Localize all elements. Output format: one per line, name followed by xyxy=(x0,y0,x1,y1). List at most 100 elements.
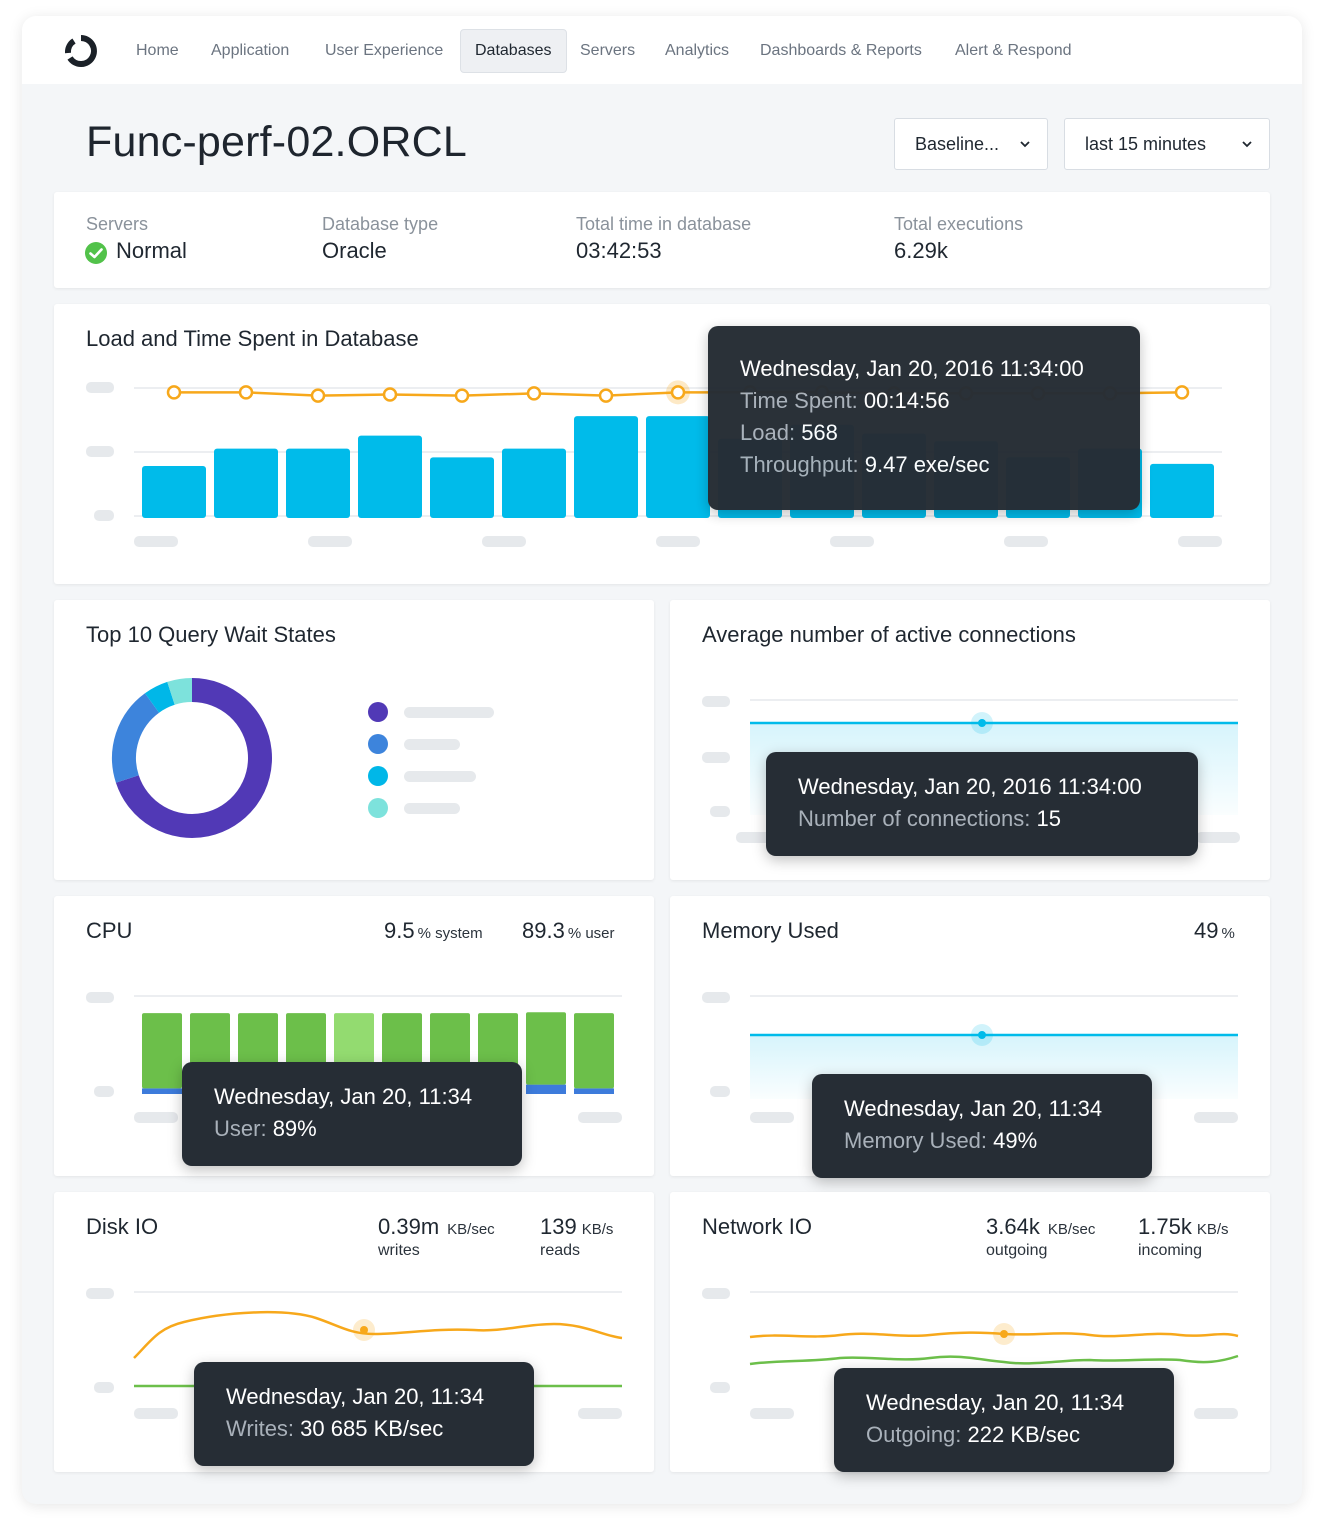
load-chart-title: Load and Time Spent in Database xyxy=(86,326,419,351)
cpu-tooltip: Wednesday, Jan 20, 11:34 User: 89% xyxy=(182,1062,522,1166)
tooltip-key: Outgoing: xyxy=(866,1422,962,1447)
nav-alert-respond[interactable]: Alert & Respond xyxy=(955,42,1072,59)
tooltip-date: Wednesday, Jan 20, 11:34 xyxy=(844,1096,1103,1121)
y-tick-placeholder xyxy=(86,382,114,393)
stat-unit: KB/sec xyxy=(447,1221,495,1238)
wait-states-card: Top 10 Query Wait States xyxy=(54,600,654,880)
db-type-label: Database type xyxy=(322,214,439,234)
x-tick-placeholder xyxy=(308,536,352,547)
cpu-title: CPU xyxy=(86,918,133,943)
tooltip-date: Wednesday, Jan 20, 2016 11:34:00 xyxy=(798,774,1142,799)
total-time-value: 03:42:53 xyxy=(576,238,662,263)
nav-application[interactable]: Application xyxy=(211,42,290,59)
time-range-select[interactable]: last 15 minutes xyxy=(1064,118,1270,170)
x-tick-placeholder xyxy=(578,1408,622,1419)
memory-title: Memory Used xyxy=(702,918,839,943)
y-tick-placeholder xyxy=(86,992,114,1003)
nav-servers[interactable]: Servers xyxy=(580,42,636,59)
tooltip-value: 15 xyxy=(1036,806,1061,831)
incoming-line xyxy=(749,1354,1239,1366)
x-tick-placeholder xyxy=(1004,536,1048,547)
x-tick-placeholder xyxy=(1194,1112,1238,1123)
app-window: Home Application User Experience Databas… xyxy=(22,16,1302,1504)
y-tick-placeholder xyxy=(710,1382,730,1393)
total-time-label: Total time in database xyxy=(576,214,752,234)
connections-card: Average number of active connections Wed… xyxy=(670,600,1270,880)
check-circle-icon xyxy=(85,242,107,264)
y-tick-placeholder xyxy=(702,696,730,707)
nav-analytics[interactable]: Analytics xyxy=(665,42,730,59)
stat-number: 3.64k xyxy=(986,1214,1040,1239)
x-tick-placeholder xyxy=(134,536,178,547)
legend-label-placeholder xyxy=(404,803,460,814)
tooltip-load: Load: 568 xyxy=(740,420,838,446)
tooltip-connections: Number of connections: 15 xyxy=(798,806,1061,832)
baseline-select-value: Baseline... xyxy=(915,134,1000,154)
legend-label-placeholder xyxy=(404,739,460,750)
y-tick-placeholder xyxy=(710,806,730,817)
legend-dot xyxy=(368,798,388,818)
disk-io-card: Disk IO 0.39m KB/sec writes 139 KB/s reads… xyxy=(54,1192,654,1472)
cpu-card: CPU 9.5% system 89.3% user Wednesday, Ja… xyxy=(54,896,654,1176)
summary-card: Servers Normal Database type Oracle Tota… xyxy=(54,192,1270,288)
executions-value: 6.29k xyxy=(894,238,948,263)
stat-unit: KB/s xyxy=(581,1221,614,1238)
tooltip-value: 49% xyxy=(993,1128,1038,1153)
logo-icon[interactable] xyxy=(64,34,98,68)
legend-label-placeholder xyxy=(404,707,494,718)
donut-slice xyxy=(112,693,160,783)
tooltip-value: 222 KB/sec xyxy=(967,1422,1081,1447)
stat-unit: KB/s xyxy=(1196,1221,1229,1238)
tooltip-key: User: xyxy=(214,1116,267,1141)
stat-number: 139 xyxy=(540,1214,577,1239)
tooltip-key: Memory Used: xyxy=(844,1128,988,1153)
tooltip-user: User: 89% xyxy=(214,1116,317,1142)
x-tick-placeholder xyxy=(134,1408,178,1419)
x-tick-placeholder xyxy=(134,1112,178,1123)
cpu-user-bar xyxy=(574,1013,614,1089)
load-bar xyxy=(646,416,710,518)
time-spent-point xyxy=(166,385,182,400)
tooltip-value: 568 xyxy=(801,420,838,445)
memory-tooltip: Wednesday, Jan 20, 11:34 Memory Used: 49… xyxy=(812,1074,1152,1178)
stat-caption: writes xyxy=(378,1242,420,1259)
y-tick-placeholder xyxy=(94,510,114,521)
x-tick-placeholder xyxy=(482,536,526,547)
servers-status: Normal xyxy=(116,238,187,263)
time-spent-point xyxy=(598,388,614,403)
nav-dashboards-reports[interactable]: Dashboards & Reports xyxy=(760,42,922,59)
servers-label: Servers xyxy=(86,214,149,234)
legend-label-placeholder xyxy=(404,771,476,782)
disk-io-tooltip: Wednesday, Jan 20, 11:34 Writes: 30 685 … xyxy=(194,1362,534,1466)
stat-unit: % xyxy=(1221,925,1235,942)
nav-databases[interactable]: Databases xyxy=(460,29,567,73)
load-chart-tooltip: Wednesday, Jan 20, 2016 11:34:00 Time Sp… xyxy=(708,326,1140,510)
y-tick-placeholder xyxy=(86,1288,114,1299)
nav-user-experience[interactable]: User Experience xyxy=(325,42,444,59)
tooltip-value: 9.47 exe/sec xyxy=(864,452,990,477)
time-spent-point xyxy=(1174,385,1190,400)
x-tick-placeholder xyxy=(830,536,874,547)
cpu-system-bar xyxy=(574,1088,614,1094)
wait-states-title: Top 10 Query Wait States xyxy=(86,622,336,647)
load-bar xyxy=(142,466,206,518)
hover-point xyxy=(360,1326,368,1334)
y-tick-placeholder xyxy=(94,1382,114,1393)
executions-label: Total executions xyxy=(894,214,1024,234)
nav-home[interactable]: Home xyxy=(136,42,179,59)
donut-slice xyxy=(144,681,176,713)
stat-number: 1.75k xyxy=(1138,1214,1192,1239)
time-spent-point xyxy=(670,385,686,400)
time-spent-point xyxy=(526,386,542,401)
x-tick-placeholder xyxy=(1196,832,1240,843)
time-range-select-value: last 15 minutes xyxy=(1085,134,1207,154)
hover-point xyxy=(978,1031,986,1039)
load-bar xyxy=(574,416,638,518)
load-bar xyxy=(1150,463,1214,518)
load-bar xyxy=(286,448,350,518)
hover-point xyxy=(1000,1330,1008,1338)
y-tick-placeholder xyxy=(702,752,730,763)
y-tick-placeholder xyxy=(702,992,730,1003)
baseline-select[interactable]: Baseline... xyxy=(894,118,1048,170)
cpu-system-bar xyxy=(526,1084,566,1094)
